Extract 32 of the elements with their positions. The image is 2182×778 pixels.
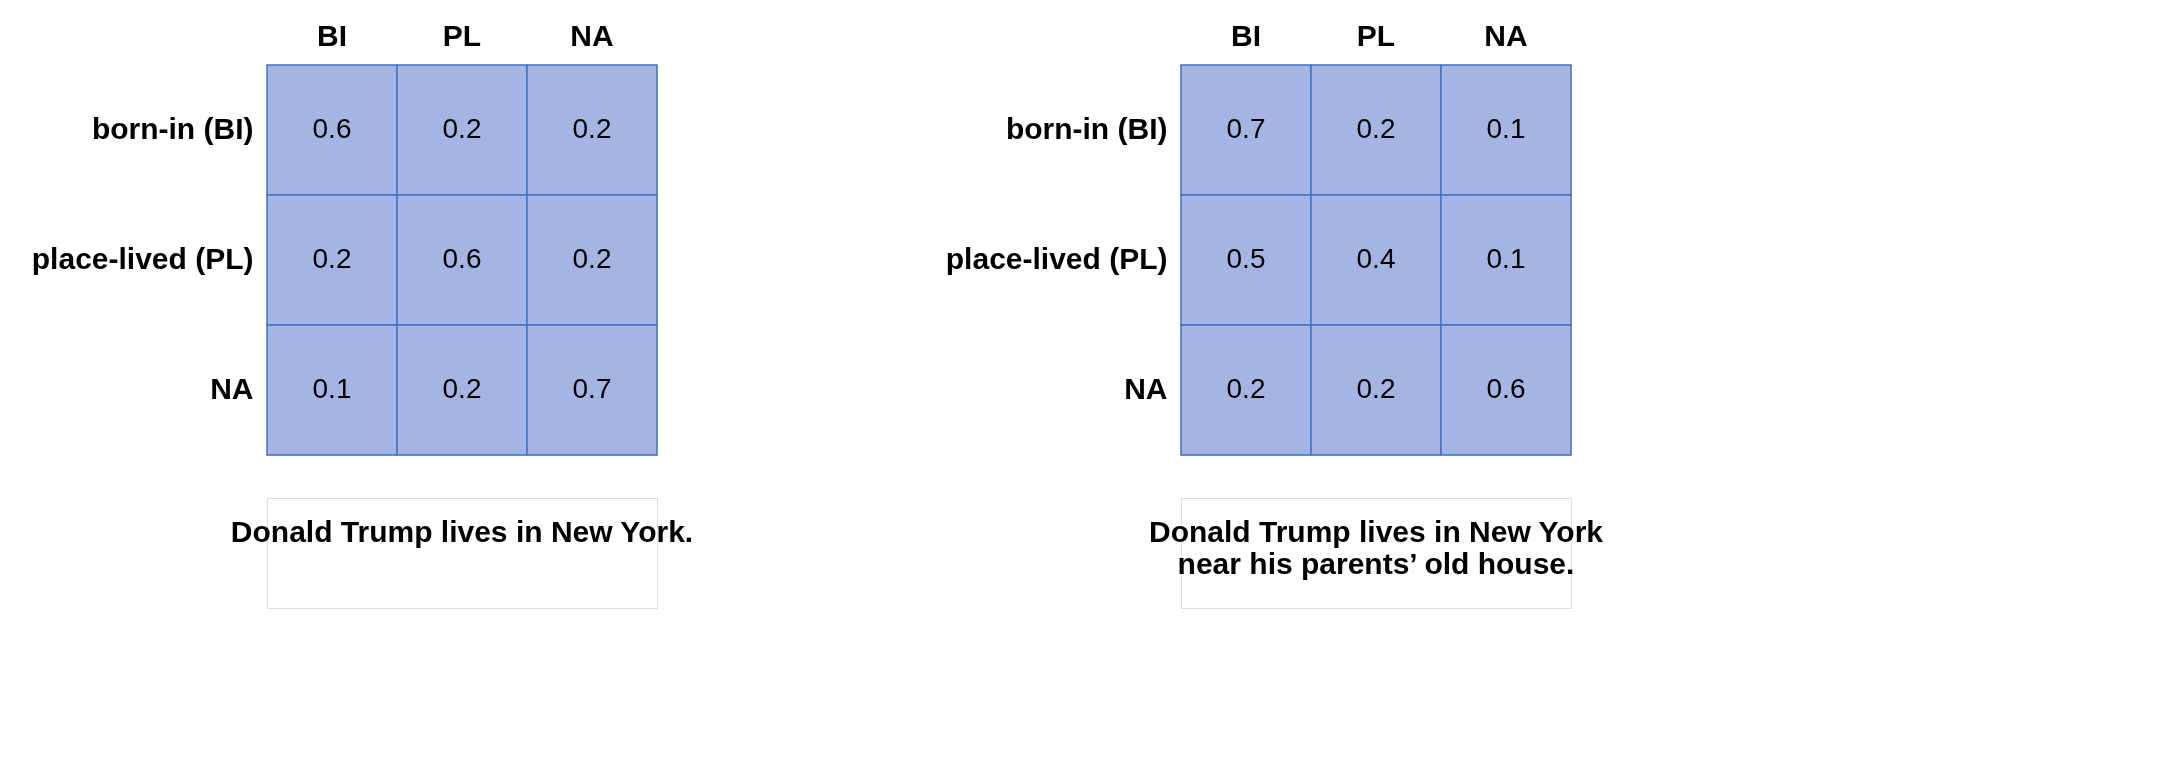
y-tick-label: place-lived (PL) — [31, 242, 254, 275]
x-tick-label: NA — [570, 18, 614, 52]
data-label: 0.6 — [442, 243, 482, 274]
data-label: 0.1 — [312, 373, 352, 404]
y-tick-label: born-in (BI) — [91, 112, 254, 145]
data-label: 0.6 — [312, 113, 352, 144]
data-label: 0.1 — [1486, 113, 1526, 144]
text: Donald Trump lives in New York. — [230, 515, 694, 548]
data-label: 0.7 — [572, 373, 612, 404]
data-label: 0.7 — [1226, 113, 1266, 144]
y-tick-label: NA — [210, 372, 254, 405]
x-tick-label: PL — [442, 18, 482, 52]
text: Donald Trump lives in New York near his parents’ old house. — [1149, 515, 1604, 580]
data-label: 0.2 — [1356, 373, 1396, 404]
data-label: 0.1 — [1486, 243, 1526, 274]
data-label: 0.2 — [572, 113, 612, 144]
data-label: 0.6 — [1486, 373, 1526, 404]
x-tick-label: BI — [1231, 18, 1261, 52]
data-label: 0.2 — [312, 243, 352, 274]
data-label: 0.2 — [572, 243, 612, 274]
data-label: 0.2 — [442, 113, 482, 144]
data-label: 0.4 — [1356, 243, 1396, 274]
x-tick-label: PL — [1356, 18, 1396, 52]
y-tick-label: born-in (BI) — [1005, 112, 1168, 145]
data-label: 0.2 — [1356, 113, 1396, 144]
data-label: 0.5 — [1226, 243, 1266, 274]
x-tick-label: NA — [1484, 18, 1528, 52]
data-label: 0.2 — [442, 373, 482, 404]
data-label: 0.2 — [1226, 373, 1266, 404]
y-tick-label: NA — [1124, 372, 1168, 405]
x-tick-label: BI — [317, 18, 347, 52]
y-tick-label: place-lived (PL) — [945, 242, 1168, 275]
